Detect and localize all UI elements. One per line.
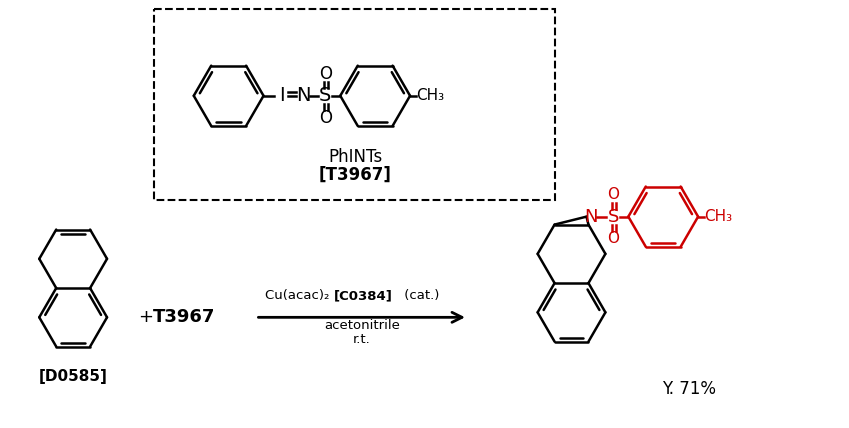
Text: N: N: [585, 208, 599, 226]
Text: [C0384]: [C0384]: [334, 289, 393, 302]
Text: O: O: [607, 187, 620, 202]
Bar: [154, 9, 554, 200]
Text: PhINTs: PhINTs: [328, 149, 382, 166]
Text: Cu(acac)₂: Cu(acac)₂: [265, 289, 334, 302]
Text: r.t.: r.t.: [353, 333, 370, 346]
Text: CH₃: CH₃: [704, 209, 732, 224]
Text: [T3967]: [T3967]: [318, 166, 391, 184]
Text: N: N: [296, 86, 311, 105]
Text: +: +: [139, 308, 160, 326]
Text: I: I: [278, 86, 284, 105]
Text: T3967: T3967: [153, 308, 216, 326]
Text: (cat.): (cat.): [400, 289, 439, 302]
Text: CH₃: CH₃: [416, 88, 444, 103]
Text: S: S: [608, 208, 619, 226]
Text: O: O: [319, 65, 332, 83]
Text: S: S: [319, 86, 331, 105]
Text: O: O: [319, 109, 332, 127]
Text: Y. 71%: Y. 71%: [662, 380, 716, 398]
Text: O: O: [607, 231, 620, 246]
Text: acetonitrile: acetonitrile: [323, 319, 400, 332]
Text: [D0585]: [D0585]: [39, 369, 108, 384]
